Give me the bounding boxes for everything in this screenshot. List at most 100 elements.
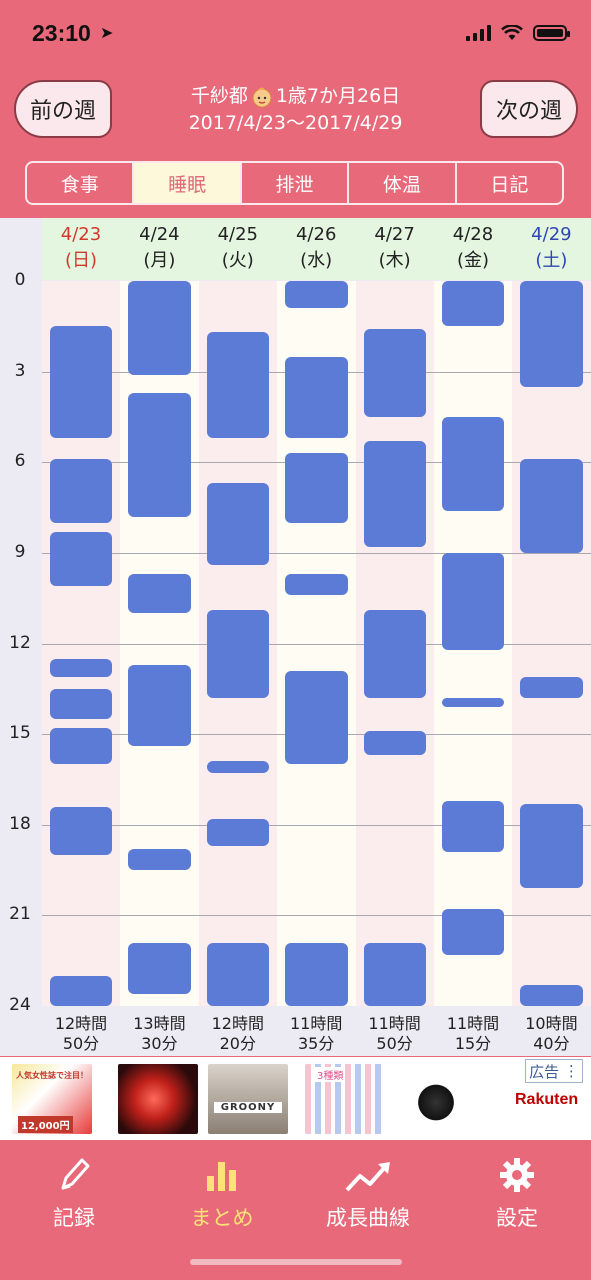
next-week-button[interactable]: 次の週 <box>480 80 578 138</box>
sleep-bar[interactable] <box>50 688 113 720</box>
sleep-bar[interactable] <box>50 658 113 677</box>
sleep-bar[interactable] <box>50 326 113 439</box>
ad-1-price: 12,000円 <box>18 1116 73 1133</box>
bar-chart-icon <box>162 1154 282 1194</box>
sleep-bar[interactable] <box>128 281 191 375</box>
ad-3[interactable]: GROONY <box>208 1064 288 1134</box>
date-label: 4/24 <box>139 224 180 245</box>
sleep-bar[interactable] <box>442 552 505 650</box>
gridline <box>42 643 591 645</box>
ad-5[interactable] <box>400 1064 480 1134</box>
date-header-4: 4/26 (水) <box>277 222 355 274</box>
tab-sleep[interactable]: 睡眠 <box>134 163 242 203</box>
bottom-tab-record[interactable]: 記録 <box>14 1154 134 1232</box>
bottom-tab-summary-label: まとめ <box>190 1206 254 1230</box>
date-header-row: 4/23 (日) 4/24 (月) 4/25 (火) 4/26 (水) 4/27 (木) 4/28 (… <box>42 218 591 280</box>
weekday-label: (木) <box>378 250 411 271</box>
sleep-bar[interactable] <box>285 942 348 1006</box>
gridline <box>42 824 591 826</box>
total-minutes: 35分 <box>298 1034 335 1053</box>
sleep-bar[interactable] <box>442 909 505 955</box>
sleep-bar[interactable] <box>50 459 113 523</box>
sleep-bar[interactable] <box>363 329 426 417</box>
daily-total-5: 11時間 50分 <box>356 1014 434 1054</box>
sleep-bar[interactable] <box>128 942 191 994</box>
status-time: 23:10 <box>32 20 91 46</box>
prev-week-button[interactable]: 前の週 <box>14 80 112 138</box>
bottom-tab-settings[interactable]: 設定 <box>457 1154 577 1232</box>
y-tick-label: 6 <box>14 451 26 472</box>
ad-3-brand: GROONY <box>214 1102 282 1113</box>
date-label: 4/27 <box>374 224 415 245</box>
sleep-bar[interactable] <box>128 574 191 614</box>
sleep-bar[interactable] <box>520 459 583 553</box>
sleep-bar[interactable] <box>285 670 348 765</box>
sleep-bar[interactable] <box>285 574 348 596</box>
sleep-bar[interactable] <box>363 942 426 1006</box>
home-indicator <box>190 1259 402 1265</box>
sleep-bar[interactable] <box>206 610 270 698</box>
wifi-icon <box>501 25 523 40</box>
y-tick-label: 3 <box>14 360 26 381</box>
header-title: 千紗都 1歳7か月26日 2017/4/23〜2017/4/29 <box>140 83 451 137</box>
sleep-bar[interactable] <box>520 676 583 698</box>
ad-4[interactable]: 3種類 <box>305 1064 385 1134</box>
sleep-plot-area <box>42 281 591 1006</box>
sleep-bar[interactable] <box>363 441 426 547</box>
ad-2[interactable] <box>118 1064 198 1134</box>
y-tick-label: 12 <box>9 632 31 653</box>
daily-total-4: 11時間 35分 <box>277 1014 355 1054</box>
sleep-bar[interactable] <box>520 281 583 387</box>
total-minutes: 50分 <box>62 1034 100 1053</box>
daily-total-6: 11時間 15分 <box>434 1014 512 1054</box>
sleep-bar[interactable] <box>442 697 505 707</box>
ad-1[interactable]: 人気女性誌で注目！ 12,000円 <box>12 1064 92 1134</box>
location-arrow-icon: ➤ <box>100 23 114 42</box>
sleep-bar[interactable] <box>206 332 270 439</box>
weekday-label: (火) <box>221 250 254 271</box>
y-tick-label: 24 <box>9 995 31 1015</box>
bottom-tab-summary[interactable]: まとめ <box>162 1154 282 1232</box>
total-hours: 12時間 <box>54 1014 108 1033</box>
date-label: 4/25 <box>217 224 258 245</box>
sleep-bar[interactable] <box>520 984 583 1006</box>
sleep-bar[interactable] <box>520 803 583 889</box>
sleep-bar[interactable] <box>128 392 191 517</box>
ad-banner[interactable]: 人気女性誌で注目！ 12,000円 GROONY 3種類 広告 ⋮ Rakute… <box>0 1057 591 1140</box>
bottom-tab-record-label: 記録 <box>53 1206 95 1230</box>
sleep-bar[interactable] <box>442 800 505 852</box>
tab-diary[interactable]: 日記 <box>490 173 529 196</box>
gear-icon <box>457 1154 577 1194</box>
sleep-bar[interactable] <box>50 975 113 1006</box>
ad-label[interactable]: 広告 ⋮ <box>525 1059 583 1083</box>
tab-meal[interactable]: 食事 <box>27 163 135 203</box>
sleep-bar[interactable] <box>363 731 426 756</box>
sleep-bar[interactable] <box>442 281 505 327</box>
sleep-bar[interactable] <box>50 728 113 765</box>
daily-total-7: 10時間 40分 <box>512 1014 590 1054</box>
y-tick-label: 15 <box>9 723 31 744</box>
sleep-bar[interactable] <box>363 610 426 698</box>
date-label: 4/23 <box>60 224 102 245</box>
sleep-bar[interactable] <box>285 356 348 439</box>
bottom-tab-growth[interactable]: 成長曲線 <box>308 1154 428 1232</box>
category-tabs: 食事 睡眠 排泄 体温 日記 <box>25 161 564 205</box>
sleep-bar[interactable] <box>285 281 348 309</box>
total-minutes: 15分 <box>454 1034 492 1053</box>
sleep-bar[interactable] <box>128 664 191 747</box>
sleep-bar[interactable] <box>128 848 191 871</box>
sleep-bar[interactable] <box>206 818 270 846</box>
total-hours: 10時間 <box>525 1014 578 1033</box>
sleep-bar[interactable] <box>285 453 348 523</box>
tab-excretion[interactable]: 排泄 <box>242 163 350 203</box>
sleep-bar[interactable] <box>50 531 113 587</box>
sleep-bar[interactable] <box>442 416 505 511</box>
date-label: 4/26 <box>295 224 337 245</box>
tab-temperature[interactable]: 体温 <box>349 163 457 203</box>
sleep-bar[interactable] <box>206 483 270 565</box>
y-tick-label: 0 <box>14 270 26 290</box>
sleep-bar[interactable] <box>206 942 270 1006</box>
weekday-label: (水) <box>300 250 333 271</box>
sleep-bar[interactable] <box>206 761 270 774</box>
sleep-bar[interactable] <box>50 806 113 855</box>
